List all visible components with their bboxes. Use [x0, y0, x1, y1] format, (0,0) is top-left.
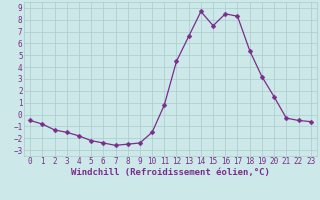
X-axis label: Windchill (Refroidissement éolien,°C): Windchill (Refroidissement éolien,°C) — [71, 168, 270, 177]
